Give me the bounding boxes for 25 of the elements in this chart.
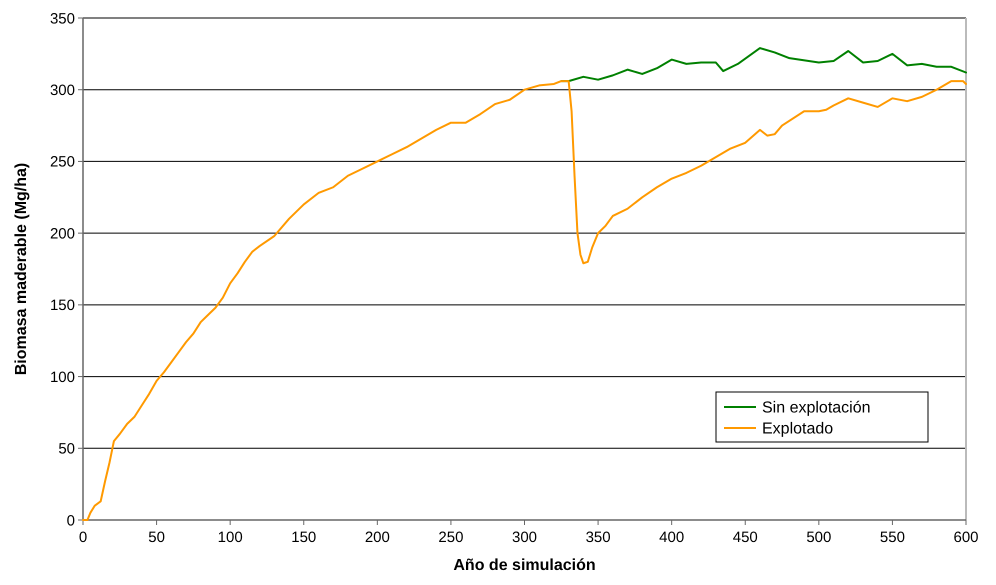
y-tick-label: 100 — [50, 368, 75, 386]
x-tick-label: 550 — [880, 529, 905, 546]
x-tick-label: 100 — [218, 529, 243, 546]
legend-label: Explotado — [762, 420, 834, 438]
x-tick-label: 150 — [291, 529, 316, 546]
x-tick-label: 0 — [78, 529, 88, 546]
y-tick-label: 250 — [50, 154, 75, 171]
x-tick-label: 600 — [953, 529, 979, 546]
legend-label: Sin explotación — [762, 400, 871, 417]
y-tick-label: 350 — [50, 10, 75, 28]
y-tick-label: 50 — [58, 440, 75, 458]
x-tick-label: 50 — [148, 529, 165, 546]
x-tick-label: 500 — [806, 529, 832, 546]
x-tick-label: 250 — [438, 529, 464, 546]
x-tick-label: 450 — [732, 529, 758, 546]
y-tick-label: 150 — [50, 297, 75, 314]
x-tick-label: 200 — [364, 529, 390, 546]
y-tick-label: 0 — [66, 512, 75, 530]
y-axis-title: Biomasa maderable (Mg/ha) — [13, 162, 30, 376]
x-tick-label: 400 — [659, 529, 684, 546]
x-tick-label: 300 — [512, 529, 538, 546]
y-tick-label: 300 — [50, 82, 75, 99]
x-tick-label: 350 — [586, 529, 611, 546]
x-axis-title: Año de simulación — [453, 557, 596, 574]
y-tick-label: 200 — [50, 225, 75, 242]
